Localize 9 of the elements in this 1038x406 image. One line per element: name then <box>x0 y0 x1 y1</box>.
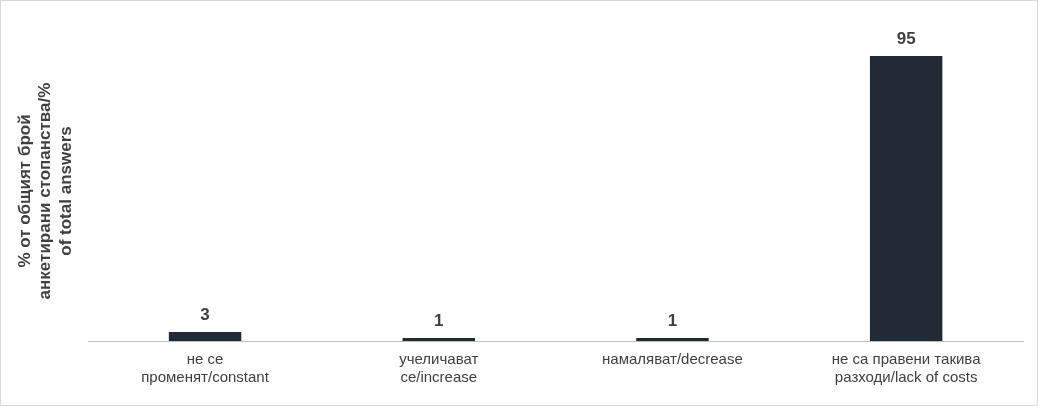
data-label: 1 <box>667 311 678 331</box>
data-label: 1 <box>434 311 444 331</box>
data-label: 95 <box>896 29 916 49</box>
x-tick-label: не са правени такива разходи/lack of costs <box>831 350 982 386</box>
x-tick-label: не се променят/constant <box>141 350 270 386</box>
x-tick-label: намаляват/decrease <box>602 350 743 368</box>
data-label: 3 <box>200 305 210 325</box>
y-axis-title: % от общият брой анкетирани стопанства/% of total answers <box>14 82 75 300</box>
x-tick-label: учеличават се/increase <box>399 350 479 386</box>
